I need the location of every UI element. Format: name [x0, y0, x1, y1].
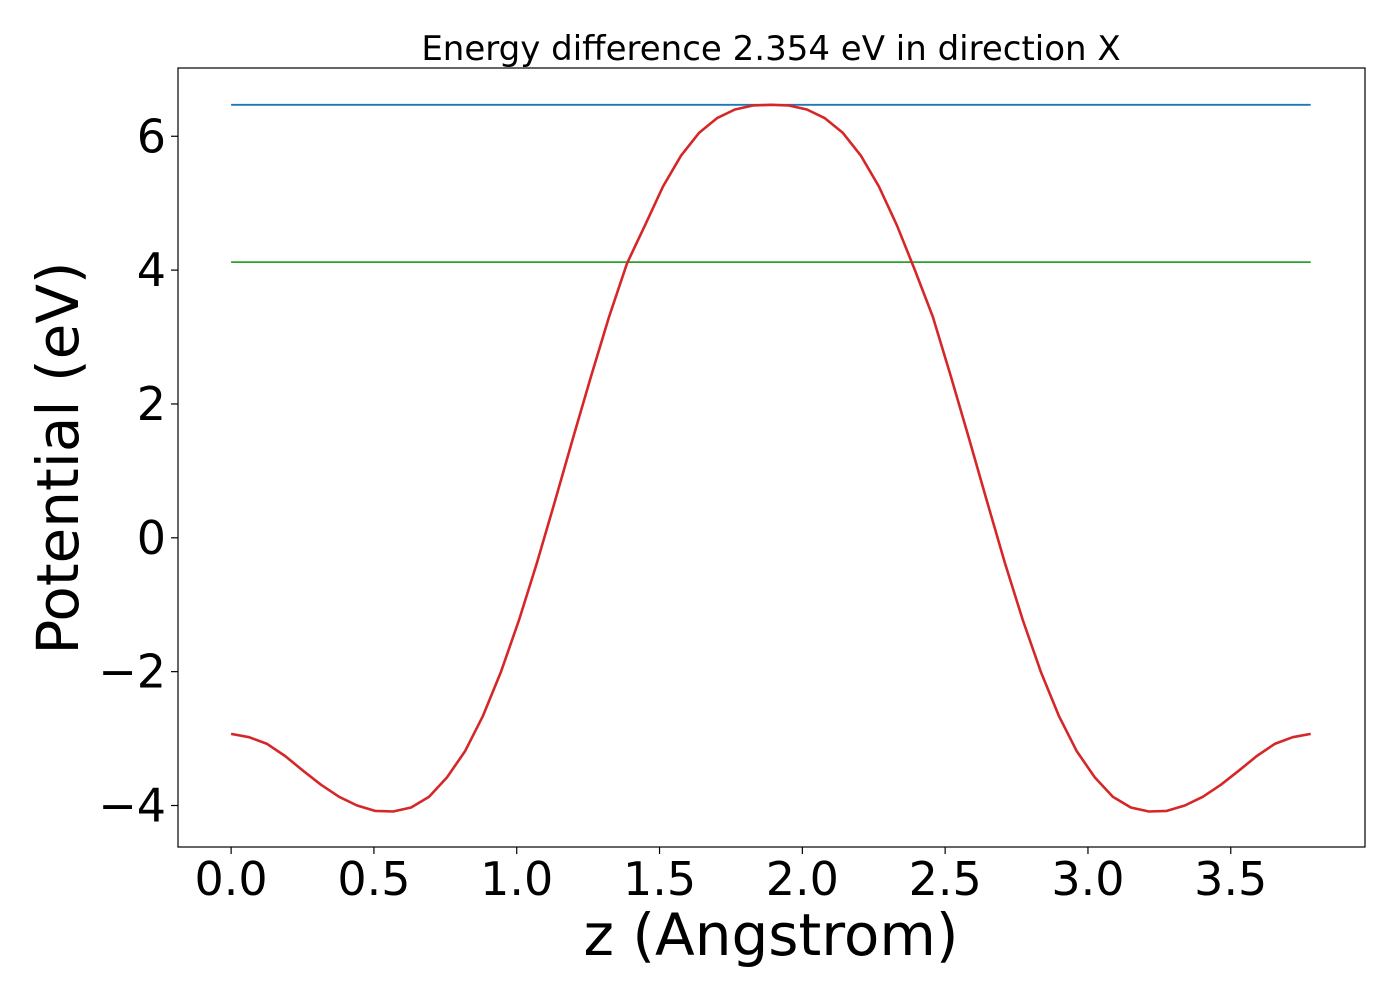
- y-tick-label: 6: [137, 109, 166, 163]
- x-tick-label: 3.5: [1194, 852, 1267, 906]
- plot-frame: [177, 67, 1366, 848]
- x-tick-label: 0.5: [337, 852, 410, 906]
- y-tick-label: 4: [137, 243, 166, 297]
- y-tick-label: 0: [137, 511, 166, 565]
- series-layer: [230, 103, 1311, 813]
- chart-title: Energy difference 2.354 eV in direction …: [421, 29, 1120, 69]
- x-tick-label: 2.5: [909, 852, 982, 906]
- x-tick-label: 1.5: [623, 852, 696, 906]
- y-axis-label: Potential (eV): [24, 261, 92, 654]
- x-tick-label: 0.0: [195, 852, 268, 906]
- x-tick-label: 3.0: [1051, 852, 1124, 906]
- series-line-2: [230, 103, 1311, 813]
- y-axis-ticks: −4 −2 0 2 4 6: [98, 109, 178, 833]
- y-tick-label: −4: [98, 779, 166, 833]
- x-axis-ticks: 0.0 0.5 1.0 1.5 2.0 2.5 3.0 3.5: [195, 847, 1267, 906]
- y-tick-label: −2: [98, 645, 166, 699]
- x-axis-label: z (Angstrom): [584, 901, 959, 969]
- x-tick-label: 1.0: [480, 852, 553, 906]
- y-tick-label: 2: [137, 377, 166, 431]
- x-tick-label: 2.0: [766, 852, 839, 906]
